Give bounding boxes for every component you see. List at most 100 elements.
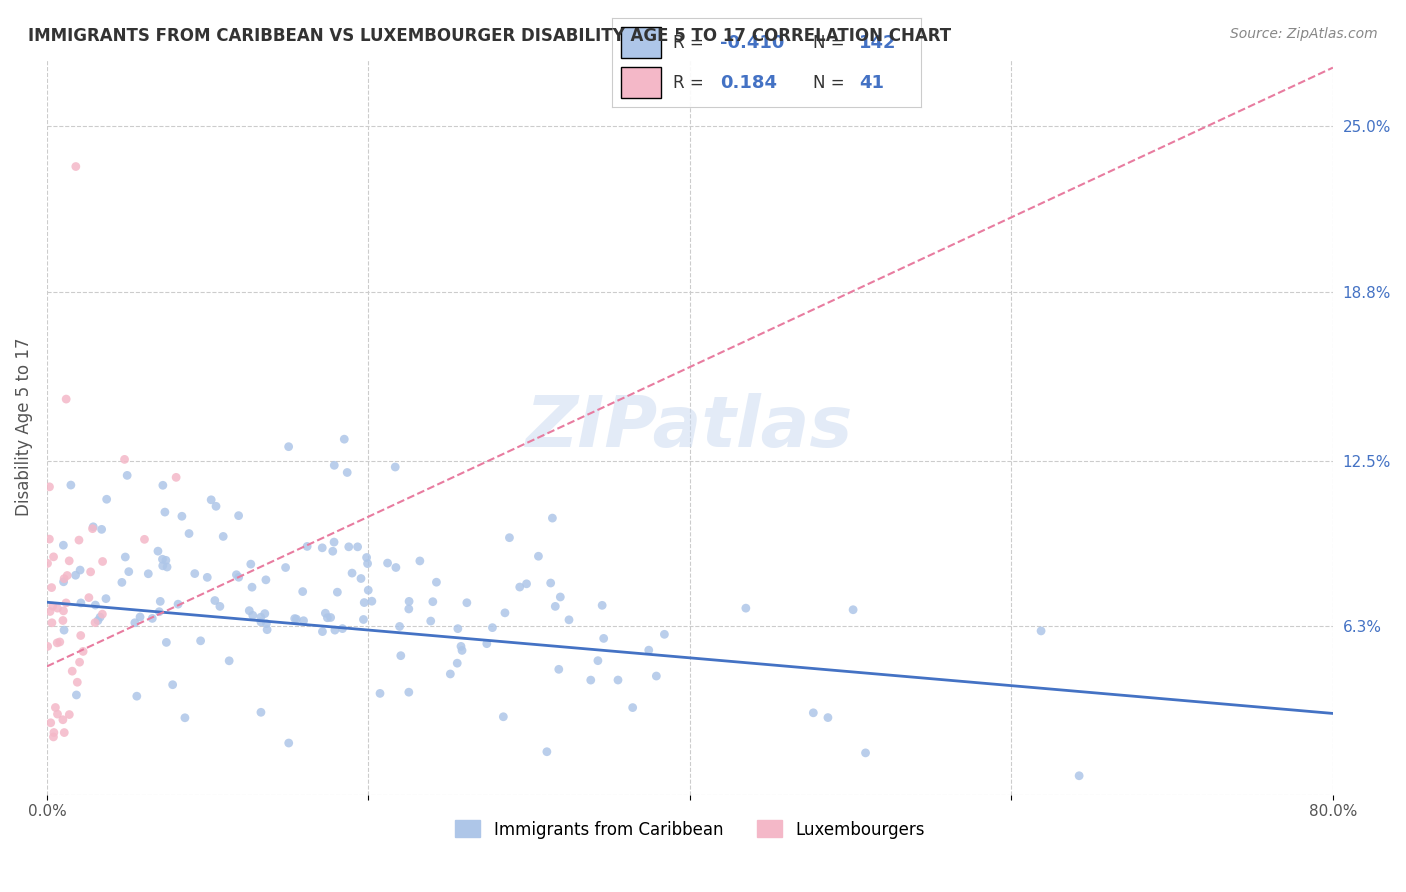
- Point: [645, 669, 668, 683]
- Point: [195, 570, 218, 584]
- Point: [96, 492, 118, 507]
- Point: [337, 540, 360, 554]
- Point: [114, 452, 136, 467]
- Point: [91, 554, 114, 568]
- Point: [409, 554, 432, 568]
- Point: [340, 566, 363, 580]
- Point: [285, 612, 308, 626]
- Point: [292, 614, 315, 628]
- Point: [544, 599, 567, 614]
- Point: [91, 607, 114, 622]
- Point: [295, 540, 318, 554]
- Point: [253, 607, 276, 621]
- Point: [39, 715, 62, 730]
- FancyBboxPatch shape: [621, 67, 661, 98]
- Point: [42, 549, 65, 564]
- Point: [66, 675, 89, 690]
- Point: [314, 606, 336, 620]
- Text: ZIPatlas: ZIPatlas: [526, 392, 853, 462]
- Point: [385, 560, 408, 574]
- Point: [456, 596, 478, 610]
- Point: [336, 466, 359, 480]
- Point: [238, 604, 260, 618]
- Point: [155, 553, 177, 567]
- Text: Source: ZipAtlas.com: Source: ZipAtlas.com: [1230, 27, 1378, 41]
- Point: [46, 636, 69, 650]
- Point: [53, 725, 76, 739]
- Point: [516, 576, 538, 591]
- Point: [111, 575, 134, 590]
- Point: [591, 599, 613, 613]
- Point: [149, 594, 172, 608]
- Point: [323, 458, 346, 473]
- Point: [65, 688, 87, 702]
- Point: [39, 605, 62, 619]
- Point: [446, 656, 468, 670]
- Point: [498, 531, 520, 545]
- Point: [842, 603, 865, 617]
- Point: [212, 529, 235, 543]
- Point: [592, 632, 614, 646]
- Point: [55, 392, 77, 406]
- Point: [136, 566, 159, 581]
- Point: [447, 622, 470, 636]
- Point: [70, 596, 93, 610]
- Point: [37, 640, 59, 654]
- Point: [53, 572, 76, 586]
- Point: [67, 533, 90, 547]
- Point: [44, 700, 66, 714]
- Point: [734, 601, 756, 615]
- Point: [228, 570, 250, 584]
- Point: [59, 478, 82, 492]
- Point: [239, 557, 262, 571]
- Point: [37, 557, 59, 571]
- Point: [316, 611, 339, 625]
- Point: [332, 622, 354, 636]
- Point: [174, 711, 197, 725]
- Point: [254, 573, 277, 587]
- Point: [311, 541, 333, 555]
- Point: [607, 673, 630, 687]
- Point: [153, 505, 176, 519]
- Point: [69, 655, 91, 669]
- Point: [353, 596, 375, 610]
- Point: [419, 614, 441, 628]
- Point: [129, 610, 152, 624]
- Point: [536, 745, 558, 759]
- Point: [69, 563, 91, 577]
- Point: [94, 591, 117, 606]
- Point: [249, 610, 271, 624]
- Point: [152, 558, 174, 573]
- Point: [155, 635, 177, 649]
- Point: [208, 599, 231, 614]
- Point: [115, 468, 138, 483]
- Point: [152, 552, 174, 566]
- Point: [242, 608, 264, 623]
- Point: [87, 614, 110, 628]
- Point: [56, 568, 79, 582]
- Point: [311, 624, 333, 639]
- Point: [540, 576, 562, 591]
- Point: [333, 432, 356, 446]
- Point: [190, 633, 212, 648]
- Point: [53, 623, 76, 637]
- Point: [41, 615, 63, 630]
- Point: [82, 522, 104, 536]
- Point: [579, 673, 602, 687]
- Point: [240, 580, 263, 594]
- Point: [475, 637, 498, 651]
- Point: [254, 616, 277, 631]
- Point: [817, 710, 839, 724]
- Text: N =: N =: [813, 74, 849, 92]
- Point: [450, 640, 472, 654]
- Point: [250, 706, 273, 720]
- Point: [586, 654, 609, 668]
- Point: [167, 597, 190, 611]
- Point: [52, 574, 75, 589]
- Point: [204, 593, 226, 607]
- Point: [558, 613, 581, 627]
- Point: [205, 500, 228, 514]
- Point: [60, 664, 83, 678]
- Point: [82, 520, 104, 534]
- Point: [422, 595, 444, 609]
